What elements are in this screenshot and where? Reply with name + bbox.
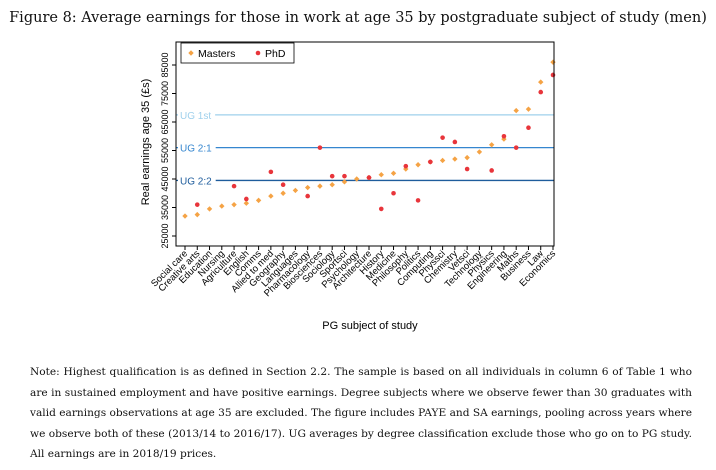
phd-point [501, 133, 507, 139]
phd-point [244, 196, 249, 202]
phd-point [317, 145, 323, 150]
masters-point [452, 156, 458, 162]
phd-point [378, 206, 384, 212]
masters-point [255, 197, 262, 204]
y-tick-label: 25000 [160, 223, 170, 248]
masters-point [525, 106, 532, 112]
masters-point [243, 200, 250, 206]
phd-point [415, 198, 421, 203]
reference-label: UG 2:1 [180, 144, 212, 155]
phd-point [329, 173, 335, 179]
phd-point [513, 145, 519, 150]
y-tick-label: 35000 [160, 195, 170, 220]
reference-label: UG 1st [180, 111, 211, 122]
reference-label: UG 2:2 [180, 176, 212, 187]
phd-point [194, 202, 200, 207]
phd-point [550, 72, 556, 78]
phd-point [526, 125, 531, 130]
y-tick-label: 85000 [160, 52, 170, 77]
masters-point [439, 157, 446, 164]
y-tick-label: 45000 [160, 166, 170, 191]
masters-point [390, 170, 397, 176]
phd-point [464, 166, 470, 172]
masters-point [538, 79, 544, 85]
masters-point [194, 211, 200, 218]
legend-box [180, 42, 295, 64]
phd-point [440, 135, 445, 140]
y-tick-label: 65000 [160, 109, 170, 134]
phd-point [489, 168, 494, 173]
phd-point [231, 183, 237, 189]
legend-phd-marker [255, 50, 261, 56]
phd-point [428, 159, 433, 165]
masters-point [476, 149, 483, 155]
figure-title: Figure 8: Average earnings for those in … [9, 10, 707, 26]
masters-point [550, 59, 556, 65]
phd-point [391, 190, 396, 196]
y-tick-label: 55000 [160, 138, 170, 163]
masters-point [292, 187, 299, 194]
legend: Masters PhD [180, 42, 295, 64]
y-axis-label: Real earnings age 35 (£s) [140, 79, 152, 206]
figure-note: Note: Highest qualification is as define… [30, 366, 692, 460]
phd-point [342, 173, 347, 179]
scatter-chart: UG 1st UG 2:1 UG 2:2 25000 35000 45000 55000 6… [140, 41, 558, 332]
plot-frame [175, 41, 555, 247]
y-tick-label: 75000 [160, 81, 170, 106]
legend-masters-marker [188, 50, 194, 56]
masters-point [268, 193, 274, 199]
axes: 25000 35000 45000 55000 65000 75000 85000 Real … [140, 52, 558, 332]
masters-point [219, 203, 225, 209]
masters-point [415, 162, 421, 168]
phd-point [403, 163, 409, 169]
masters-point [231, 201, 237, 208]
masters-point [378, 172, 384, 178]
data-markers [182, 59, 556, 219]
masters-point [341, 179, 348, 185]
x-axis-label: PG subject of study [322, 320, 418, 332]
masters-point [513, 107, 519, 114]
masters-point [206, 206, 213, 212]
legend-masters-label: Masters [198, 48, 235, 60]
phd-point [538, 89, 544, 95]
masters-point [182, 213, 188, 219]
phd-point [305, 193, 310, 199]
legend-phd-label: PhD [265, 48, 286, 60]
phd-point [280, 182, 286, 187]
masters-point [304, 184, 311, 191]
masters-point [329, 182, 335, 188]
masters-point [317, 183, 323, 189]
phd-point [366, 175, 372, 180]
masters-point [354, 176, 360, 182]
reference-lines: UG 1st UG 2:1 UG 2:2 [176, 111, 554, 187]
phd-point [452, 139, 458, 145]
phd-point [268, 169, 274, 175]
masters-point [464, 154, 470, 161]
masters-point [280, 190, 286, 196]
masters-point [488, 142, 495, 148]
